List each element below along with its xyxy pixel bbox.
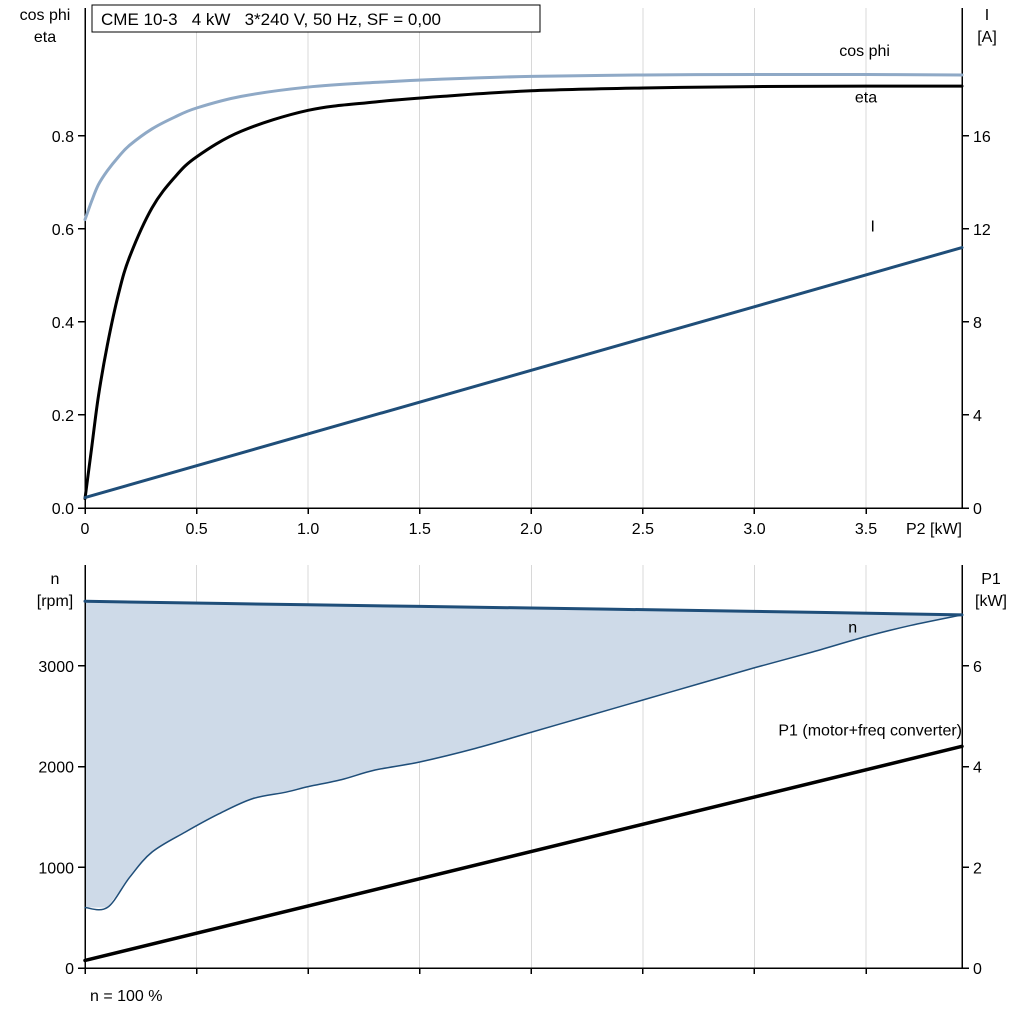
series-speed-range-lower (84, 614, 963, 911)
right-tick-label: 0 (973, 501, 982, 518)
series-label-eta: eta (855, 89, 877, 106)
x-tick-label: 2.5 (632, 521, 654, 538)
series-cos-phi (83, 72, 964, 222)
series-label-cos-phi: cos phi (839, 43, 890, 60)
speed-range-lower-fill (85, 601, 962, 908)
right-tick-label: 0 (973, 961, 982, 978)
series-n (83, 599, 964, 617)
right-tick-label: 16 (973, 129, 991, 146)
series-I (83, 246, 964, 500)
right-tick-label: 6 (973, 659, 982, 676)
left-tick-label: 0.2 (52, 408, 74, 425)
right-tick-label: 8 (973, 315, 982, 332)
left-tick-label: 0.4 (52, 315, 74, 332)
x-tick-label: 0 (81, 521, 90, 538)
chart-title: CME 10-3 4 kW 3*240 V, 50 Hz, SF = 0,00 (101, 10, 441, 29)
series-label-P1: P1 (motor+freq converter) (778, 722, 962, 739)
series-label-n: n (848, 620, 857, 637)
bottom-right-axis-title-line1: P1 (981, 571, 1001, 588)
top-chart: 0 0.5 1.0 1.5 2.0 2.5 3.0 3.5 0.0 0.2 0.4 0.6 0.8 0 4 8… (20, 4, 997, 538)
x-tick-label: 0.5 (185, 521, 207, 538)
series-P1 (83, 744, 964, 963)
series-eta (83, 84, 964, 501)
top-left-axis-title-line1: cos phi (20, 7, 71, 24)
footnote-n-100: n = 100 % (90, 988, 163, 1005)
right-tick-label: 4 (973, 760, 982, 777)
left-tick-label: 0.6 (52, 222, 74, 239)
left-tick-label: 1000 (38, 860, 74, 877)
bottom-chart-plot: 0 1000 2000 3000 0 2 4 6 n P1 (motor+freq convert… (38, 565, 982, 978)
top-right-axis-title-line1: I (985, 7, 989, 24)
bottom-left-axis-title-line1: n (51, 571, 60, 588)
left-tick-label: 0.0 (52, 501, 74, 518)
top-chart-plot: 0 0.5 1.0 1.5 2.0 2.5 3.0 3.5 0.0 0.2 0.4 0.6 0.8 0 4 8… (52, 8, 991, 538)
x-tick-label: 3.0 (743, 521, 765, 538)
bottom-chart: 0 1000 2000 3000 0 2 4 6 n P1 (motor+freq convert… (37, 565, 1007, 1005)
top-right-axis-title-line2: [A] (977, 29, 997, 46)
left-tick-label: 0.8 (52, 129, 74, 146)
x-tick-label: 2.0 (520, 521, 542, 538)
bottom-right-axis-title-line2: [kW] (975, 593, 1007, 610)
x-axis-unit-label: P2 [kW] (906, 521, 962, 538)
top-left-axis-title-line2: eta (34, 29, 56, 46)
right-tick-label: 4 (973, 408, 982, 425)
left-tick-label: 2000 (38, 760, 74, 777)
left-tick-label: 0 (65, 961, 74, 978)
right-tick-label: 12 (973, 222, 991, 239)
left-tick-label: 3000 (38, 659, 74, 676)
x-tick-label: 1.5 (409, 521, 431, 538)
x-tick-label: 3.5 (855, 521, 877, 538)
x-tick-label: 1.0 (297, 521, 319, 538)
bottom-left-axis-title-line2: [rpm] (37, 593, 73, 610)
right-tick-label: 2 (973, 860, 982, 877)
series-label-I: I (871, 218, 875, 235)
chart-title-box (91, 4, 541, 33)
